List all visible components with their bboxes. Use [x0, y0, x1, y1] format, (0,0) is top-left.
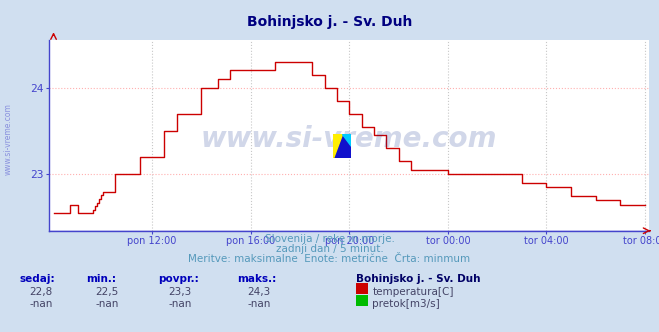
Text: zadnji dan / 5 minut.: zadnji dan / 5 minut.	[275, 244, 384, 254]
Text: 24,3: 24,3	[247, 287, 270, 297]
Polygon shape	[333, 134, 342, 158]
Text: www.si-vreme.com: www.si-vreme.com	[201, 125, 498, 153]
Text: -nan: -nan	[96, 299, 119, 309]
Text: pretok[m3/s]: pretok[m3/s]	[372, 299, 440, 309]
Text: 23,3: 23,3	[168, 287, 191, 297]
Text: 22,8: 22,8	[30, 287, 53, 297]
Text: min.:: min.:	[86, 274, 116, 284]
Text: -nan: -nan	[30, 299, 53, 309]
Text: www.si-vreme.com: www.si-vreme.com	[3, 104, 13, 175]
Text: -nan: -nan	[247, 299, 270, 309]
Polygon shape	[342, 134, 351, 146]
Text: Bohinjsko j. - Sv. Duh: Bohinjsko j. - Sv. Duh	[247, 15, 412, 29]
Text: povpr.:: povpr.:	[158, 274, 199, 284]
Text: maks.:: maks.:	[237, 274, 277, 284]
Text: sedaj:: sedaj:	[20, 274, 55, 284]
Text: Bohinjsko j. - Sv. Duh: Bohinjsko j. - Sv. Duh	[356, 274, 480, 284]
Text: 22,5: 22,5	[96, 287, 119, 297]
Text: temperatura[C]: temperatura[C]	[372, 287, 454, 297]
Text: -nan: -nan	[168, 299, 191, 309]
Text: Meritve: maksimalne  Enote: metrične  Črta: minmum: Meritve: maksimalne Enote: metrične Črta…	[188, 254, 471, 264]
Text: Slovenija / reke in morje.: Slovenija / reke in morje.	[264, 234, 395, 244]
